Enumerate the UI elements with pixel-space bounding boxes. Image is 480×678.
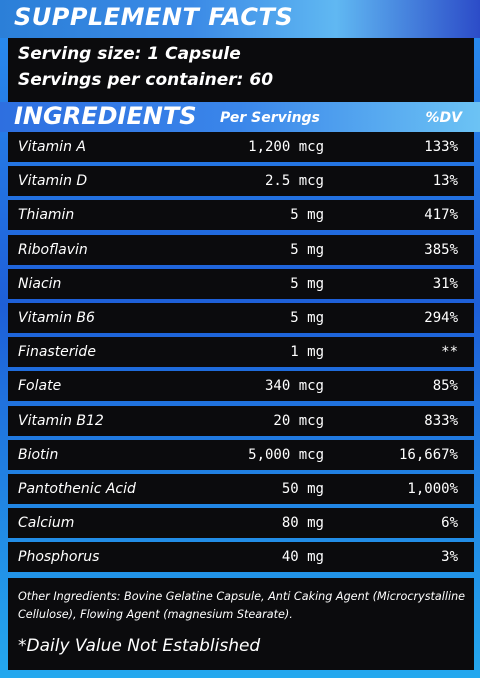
- ingredient-amount: 80 mg: [281, 515, 324, 532]
- table-row: Vitamin D 2.5 mcg 13%: [8, 166, 474, 197]
- title-bar: SUPPLEMENT FACTS: [0, 0, 480, 38]
- ingredient-name: Niacin: [18, 275, 62, 292]
- table-row: Phosphorus 40 mg 3%: [8, 542, 474, 573]
- ingredient-name: Calcium: [18, 515, 75, 532]
- ingredient-amount: 5,000 mcg: [248, 446, 324, 463]
- ingredients-table: Vitamin A 1,200 mcg 133% Vitamin D 2.5 m…: [8, 132, 474, 576]
- ingredient-amount: 40 mg: [281, 549, 324, 566]
- ingredient-name: Folate: [18, 378, 62, 395]
- other-ingredients: Other Ingredients: Bovine Gelatine Capsu…: [18, 590, 466, 621]
- ingredient-amount: 1 mg: [290, 344, 324, 361]
- ingredient-name: Phosphorus: [18, 549, 100, 566]
- table-row: Thiamin 5 mg 417%: [8, 200, 474, 231]
- ingredient-amount: 1,200 mcg: [248, 139, 324, 155]
- ingredient-amount: 50 mg: [281, 480, 324, 497]
- ingredient-name: Vitamin D: [18, 173, 88, 190]
- table-row: Finasteride 1 mg **: [8, 337, 474, 368]
- table-row: Folate 340 mcg 85%: [8, 371, 474, 402]
- table-row: Calcium 80 mg 6%: [8, 508, 474, 539]
- table-row: Vitamin B12 20 mcg 833%: [8, 405, 474, 436]
- serving-info: Serving size: 1 Capsule Servings per con…: [8, 38, 474, 102]
- ingredients-header: INGREDIENTS Per Servings %DV: [0, 102, 480, 132]
- ingredient-name: Riboflavin: [18, 241, 88, 258]
- ingredient-dv: 31%: [432, 275, 458, 292]
- table-row: Vitamin A 1,200 mcg 133%: [8, 132, 474, 162]
- ingredient-amount: 2.5 mcg: [264, 173, 324, 190]
- ingredient-name: Biotin: [18, 446, 59, 463]
- table-row: Niacin 5 mg 31%: [8, 268, 474, 299]
- table-row: Riboflavin 5 mg 385%: [8, 234, 474, 265]
- ingredient-dv: 6%: [441, 515, 458, 532]
- ingredient-amount: 340 mcg: [264, 378, 324, 395]
- ingredient-dv: 13%: [432, 173, 458, 190]
- serving-size: Serving size: 1 Capsule: [18, 44, 241, 64]
- ingredient-dv: **: [441, 344, 458, 361]
- ingredient-dv: 417%: [424, 207, 458, 224]
- ingredient-amount: 20 mcg: [273, 412, 324, 429]
- page-title: SUPPLEMENT FACTS: [14, 3, 294, 31]
- ingredient-name: Thiamin: [18, 207, 75, 224]
- table-row: Biotin 5,000 mcg 16,667%: [8, 439, 474, 470]
- ingredient-dv: 85%: [432, 378, 458, 395]
- ingredient-amount: 5 mg: [290, 207, 324, 224]
- servings-per-container: Servings per container: 60: [18, 70, 274, 90]
- dv-header: %DV: [425, 110, 462, 126]
- daily-value-footnote: *Daily Value Not Established: [18, 636, 261, 656]
- ingredients-heading: INGREDIENTS: [14, 102, 197, 130]
- ingredient-dv: 1,000%: [407, 480, 458, 497]
- per-servings-header: Per Servings: [220, 110, 320, 126]
- table-row: Vitamin B6 5 mg 294%: [8, 302, 474, 333]
- ingredient-dv: 16,667%: [398, 446, 458, 463]
- ingredient-amount: 5 mg: [290, 275, 324, 292]
- ingredient-dv: 294%: [424, 309, 458, 326]
- ingredient-dv: 385%: [424, 241, 458, 258]
- ingredient-dv: 3%: [441, 549, 458, 566]
- footer-notes: Other Ingredients: Bovine Gelatine Capsu…: [8, 578, 474, 670]
- ingredient-dv: 133%: [424, 139, 458, 155]
- ingredient-name: Vitamin A: [18, 139, 86, 155]
- ingredient-amount: 5 mg: [290, 241, 324, 258]
- ingredient-name: Vitamin B6: [18, 309, 95, 326]
- ingredient-name: Finasteride: [18, 344, 96, 361]
- ingredient-name: Pantothenic Acid: [18, 480, 136, 497]
- table-row: Pantothenic Acid 50 mg 1,000%: [8, 473, 474, 504]
- ingredient-name: Vitamin B12: [18, 412, 104, 429]
- ingredient-dv: 833%: [424, 412, 458, 429]
- ingredient-amount: 5 mg: [290, 309, 324, 326]
